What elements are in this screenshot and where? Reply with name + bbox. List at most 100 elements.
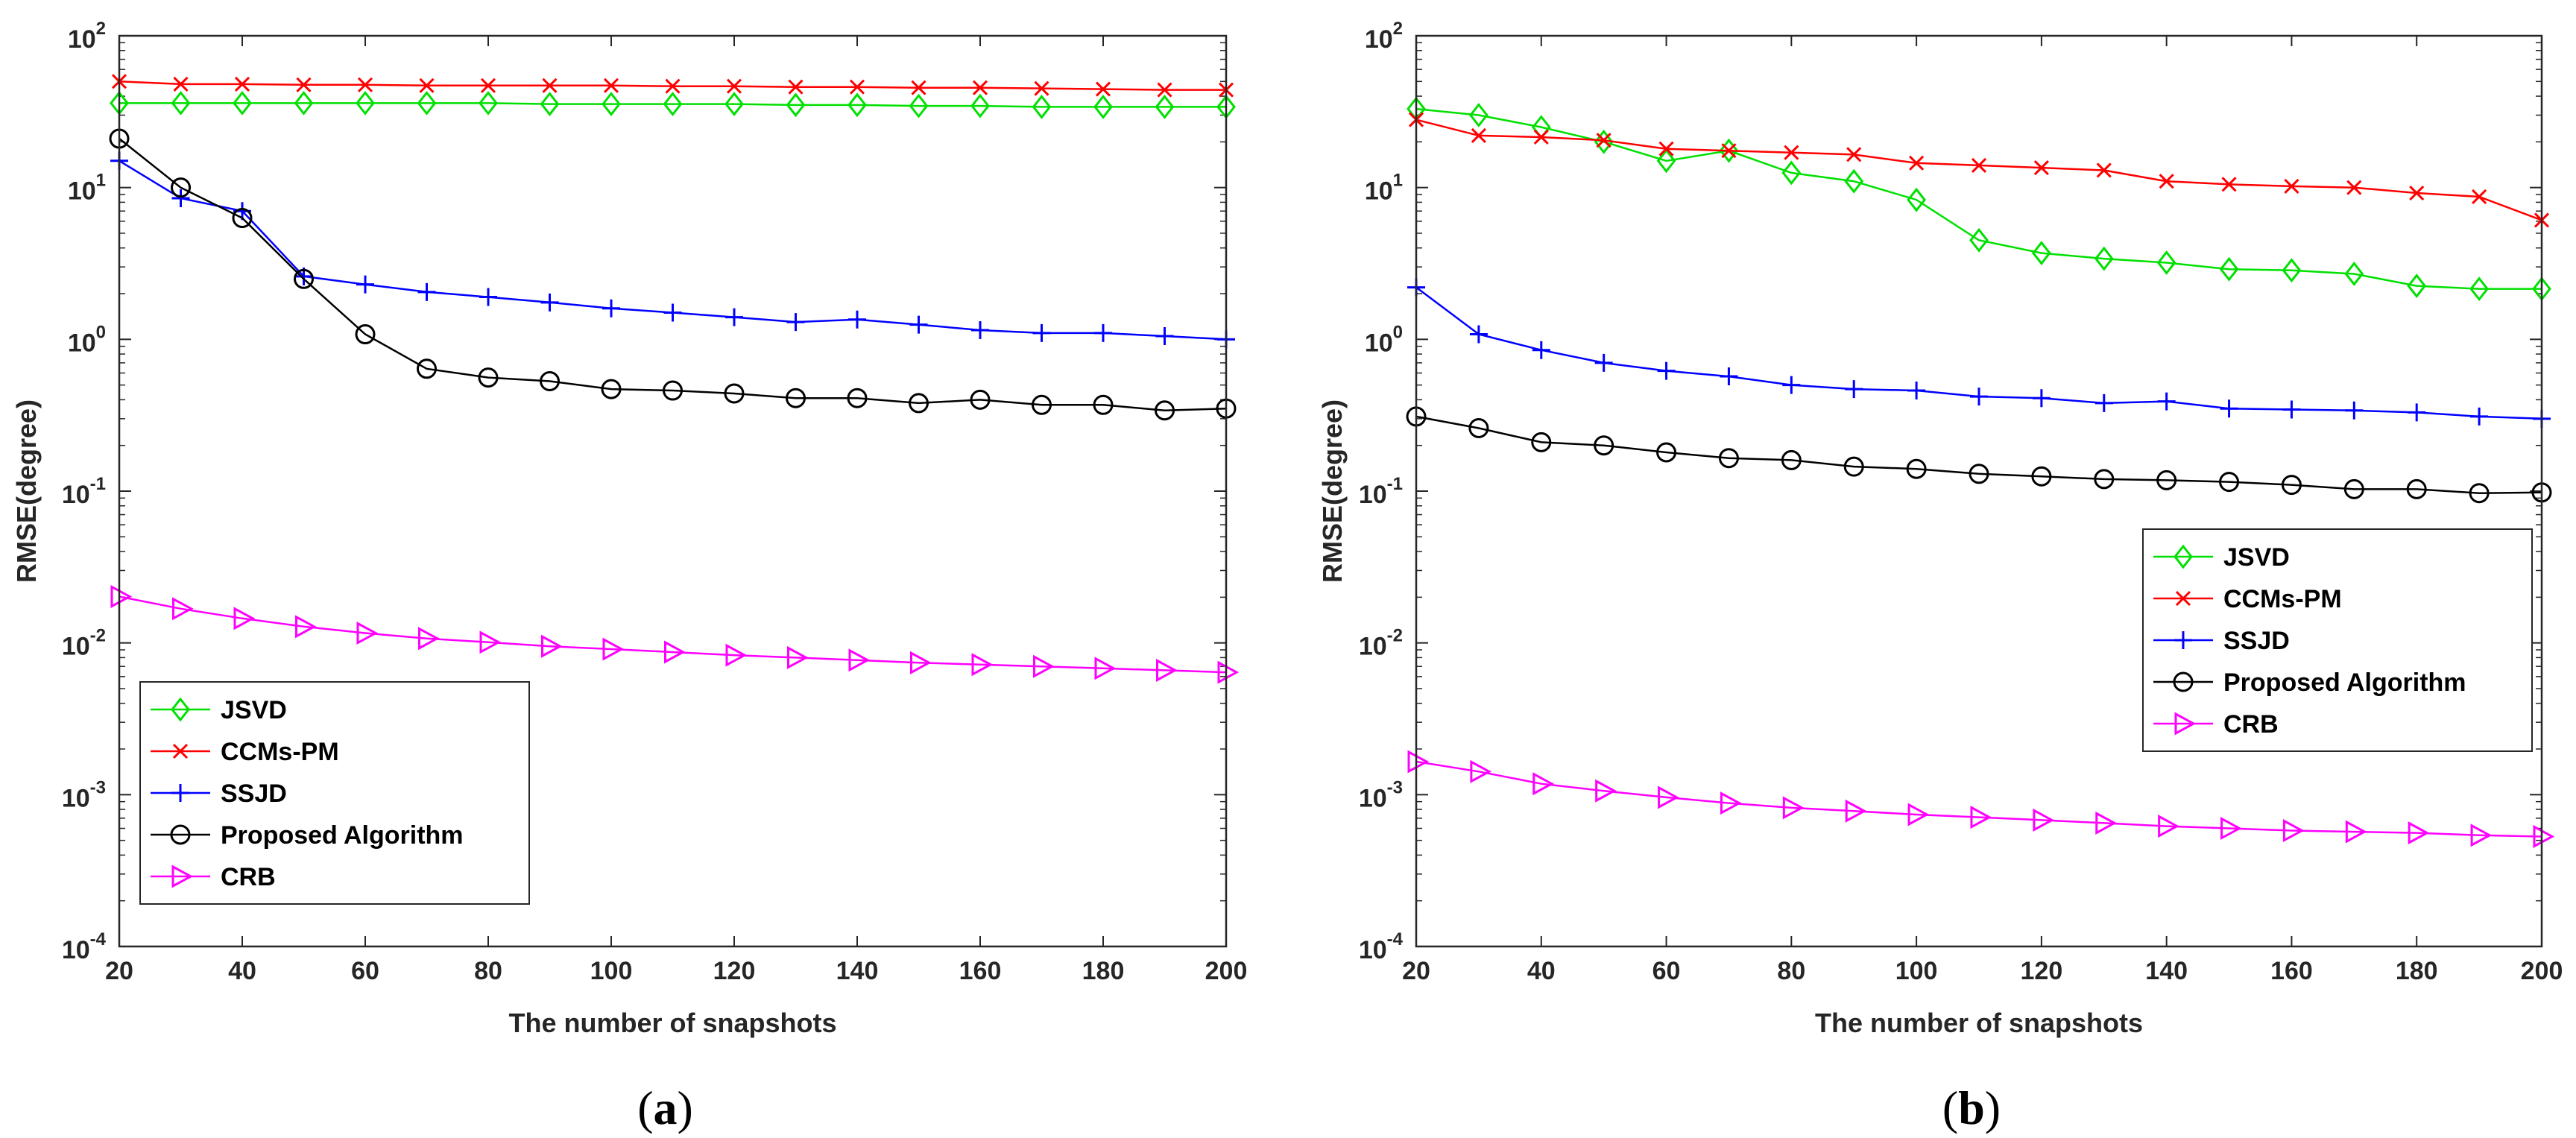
- data-point: [2346, 180, 2362, 195]
- y-axis-label: RMSE(degree): [11, 399, 42, 583]
- data-point: [1094, 323, 1112, 342]
- data-point: [725, 643, 748, 667]
- y-tick-base: 10: [1365, 177, 1393, 206]
- data-point: [787, 645, 809, 669]
- data-point: [357, 77, 373, 92]
- y-tick-base: 10: [1359, 633, 1387, 661]
- data-point: [540, 293, 559, 312]
- data-point: [786, 313, 805, 332]
- data-point: [1155, 327, 1174, 346]
- data-point: [972, 80, 988, 95]
- data-point: [1470, 759, 1492, 783]
- series-crb: [110, 584, 1240, 684]
- x-axis-label: The number of snapshots: [508, 1008, 836, 1038]
- data-point: [1033, 654, 1055, 678]
- data-point: [1034, 80, 1049, 96]
- data-point: [1032, 94, 1052, 119]
- data-point: [1155, 94, 1175, 119]
- data-point: [1971, 157, 1987, 173]
- y-tick-base: 10: [62, 633, 90, 661]
- x-tick-label: 20: [1402, 957, 1430, 985]
- data-point: [1596, 133, 1611, 148]
- x-axis-label: The number of snapshots: [1815, 1008, 2143, 1038]
- data-point: [2408, 821, 2430, 845]
- data-point: [2094, 469, 2115, 490]
- data-point: [2157, 392, 2176, 411]
- data-point: [1907, 382, 1926, 400]
- data-point: [2033, 160, 2049, 176]
- data-point: [2156, 470, 2177, 490]
- panel-b: 20 40 60 80 100 120 140 160 180 20010-410-310-210…: [1317, 19, 2563, 1134]
- data-point: [2221, 177, 2237, 192]
- series-jsvd: [110, 90, 1236, 119]
- data-point: [1845, 380, 1863, 399]
- data-point: [479, 288, 497, 306]
- legend-marker: [170, 824, 191, 845]
- data-point: [1468, 103, 1489, 127]
- data-point: [1594, 353, 1613, 372]
- panel-label-close: ): [1985, 1081, 2001, 1134]
- x-tick-label: 40: [228, 957, 256, 985]
- data-point: [2469, 276, 2490, 302]
- data-point: [1782, 376, 1801, 394]
- y-tick-label: 102: [1365, 19, 1403, 54]
- legend-label: JSVD: [2223, 543, 2290, 572]
- data-point: [296, 77, 312, 92]
- data-point: [1907, 187, 1927, 212]
- data-point: [1906, 458, 1927, 479]
- data-point: [2220, 399, 2238, 418]
- legend-label: SSJD: [2223, 627, 2290, 655]
- data-point: [911, 80, 926, 95]
- data-point: [2094, 393, 2113, 412]
- data-point: [479, 630, 502, 654]
- y-tick-base: 10: [62, 784, 90, 812]
- panel-a: 20 40 60 80 100 120 140 160 180 20010-410-310-210…: [11, 19, 1247, 1134]
- data-point: [171, 189, 190, 208]
- data-point: [909, 315, 928, 334]
- data-point: [1595, 779, 1617, 803]
- data-point: [233, 90, 252, 116]
- data-point: [847, 92, 867, 118]
- data-point: [664, 640, 686, 664]
- data-point: [2281, 475, 2302, 496]
- data-point: [1157, 82, 1172, 98]
- series-line: [1415, 107, 2542, 290]
- data-point: [724, 383, 745, 404]
- data-point: [2282, 400, 2301, 419]
- data-point: [1095, 81, 1111, 97]
- x-tick-label: 80: [1777, 957, 1805, 985]
- data-point: [172, 597, 194, 621]
- y-tick-exponent: 2: [1393, 19, 1403, 39]
- legend-marker: [2175, 590, 2191, 607]
- data-point: [725, 308, 743, 326]
- data-point: [1907, 803, 1930, 826]
- x-tick-label: 120: [713, 957, 756, 985]
- data-point: [110, 584, 133, 608]
- y-tick-label: 10-4: [1359, 929, 1404, 964]
- y-tick-label: 100: [68, 322, 106, 357]
- legend-label: JSVD: [221, 696, 287, 724]
- data-point: [1657, 361, 1676, 380]
- data-point: [1656, 442, 1677, 463]
- panel-label-open: (: [637, 1081, 653, 1134]
- data-point: [1658, 141, 1674, 157]
- x-tick-label: 160: [2270, 957, 2313, 985]
- data-point: [1909, 155, 1925, 171]
- data-point: [724, 92, 744, 117]
- legend-marker: [171, 697, 190, 722]
- data-point: [294, 268, 314, 289]
- panel-label: (b): [1942, 1081, 2001, 1134]
- y-tick-exponent: -1: [1387, 474, 1403, 494]
- data-point: [1721, 143, 1737, 159]
- y-tick-exponent: -2: [90, 626, 106, 646]
- y-tick-base: 10: [68, 177, 96, 206]
- data-point: [2033, 808, 2055, 832]
- data-point: [2345, 820, 2367, 844]
- data-point: [2284, 178, 2299, 194]
- data-point: [540, 370, 560, 391]
- data-point: [356, 90, 375, 116]
- series-jsvd: [1407, 96, 2551, 302]
- legend-label: CRB: [2223, 710, 2279, 739]
- data-point: [1532, 772, 1554, 796]
- data-point: [2282, 818, 2305, 843]
